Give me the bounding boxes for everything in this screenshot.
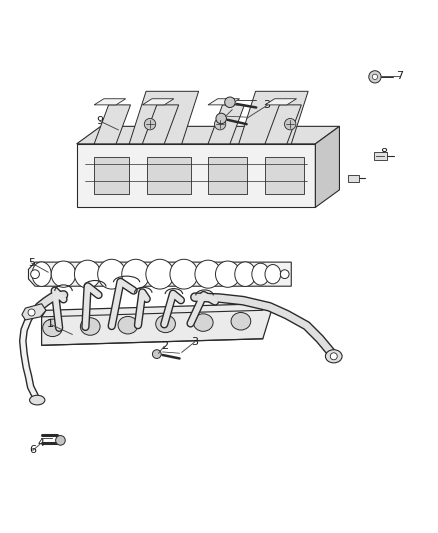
Polygon shape: [129, 91, 198, 144]
Text: 2: 2: [229, 104, 236, 115]
Polygon shape: [28, 262, 291, 286]
Polygon shape: [208, 105, 244, 144]
Ellipse shape: [32, 262, 51, 286]
Ellipse shape: [74, 260, 101, 288]
Circle shape: [28, 309, 35, 316]
Polygon shape: [94, 105, 131, 144]
Ellipse shape: [51, 261, 76, 287]
Text: 3: 3: [191, 337, 198, 347]
Bar: [208, 157, 247, 194]
Ellipse shape: [195, 260, 221, 288]
Text: 9: 9: [96, 116, 103, 126]
Text: 5: 5: [28, 258, 35, 268]
Polygon shape: [315, 126, 339, 207]
Circle shape: [225, 97, 235, 108]
Polygon shape: [265, 105, 301, 144]
Bar: [147, 157, 191, 194]
Bar: [348, 175, 359, 182]
Text: 7: 7: [396, 71, 403, 81]
Bar: [265, 157, 304, 194]
Ellipse shape: [146, 259, 174, 289]
Circle shape: [369, 71, 381, 83]
Polygon shape: [239, 91, 308, 144]
Circle shape: [285, 118, 296, 130]
Text: 8: 8: [380, 148, 387, 158]
Ellipse shape: [156, 315, 175, 333]
Circle shape: [216, 113, 226, 124]
Ellipse shape: [170, 259, 198, 289]
Ellipse shape: [252, 263, 269, 285]
Ellipse shape: [80, 318, 100, 335]
Ellipse shape: [118, 317, 138, 334]
Bar: [374, 152, 387, 160]
Polygon shape: [42, 304, 272, 345]
Ellipse shape: [231, 312, 251, 330]
Polygon shape: [142, 105, 179, 144]
Ellipse shape: [42, 319, 62, 336]
Ellipse shape: [194, 314, 213, 332]
Ellipse shape: [98, 259, 126, 289]
Polygon shape: [94, 99, 126, 105]
Polygon shape: [265, 99, 297, 105]
Ellipse shape: [30, 395, 45, 405]
Text: 2: 2: [161, 341, 168, 351]
Ellipse shape: [265, 264, 281, 284]
Text: 6: 6: [29, 446, 36, 456]
Polygon shape: [208, 99, 240, 105]
Ellipse shape: [215, 261, 240, 287]
Circle shape: [152, 350, 161, 359]
Text: 3: 3: [264, 100, 271, 110]
Circle shape: [56, 435, 65, 445]
Polygon shape: [77, 144, 315, 207]
Polygon shape: [77, 126, 339, 144]
Polygon shape: [142, 99, 174, 105]
Circle shape: [145, 118, 156, 130]
Circle shape: [372, 74, 378, 79]
Text: 1: 1: [47, 319, 54, 329]
Circle shape: [280, 270, 289, 279]
Circle shape: [31, 270, 39, 279]
Polygon shape: [22, 304, 46, 320]
Text: 4: 4: [37, 438, 44, 448]
Ellipse shape: [235, 262, 256, 286]
Circle shape: [214, 118, 226, 130]
Ellipse shape: [325, 350, 342, 363]
Circle shape: [330, 353, 337, 360]
Bar: [94, 157, 129, 194]
Ellipse shape: [122, 259, 150, 289]
